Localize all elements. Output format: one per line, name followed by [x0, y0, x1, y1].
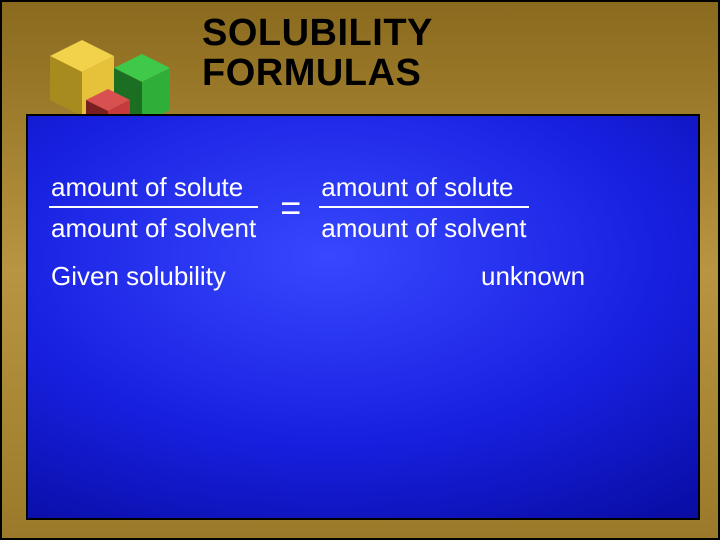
label-given-solubility: Given solubility — [51, 261, 341, 292]
right-numerator: amount of solute — [319, 171, 528, 204]
title-line-1: SOLUBILITY — [202, 14, 433, 54]
right-denominator: amount of solvent — [319, 212, 528, 245]
title-line-2: FORMULAS — [202, 54, 433, 94]
right-fraction-line — [319, 206, 528, 208]
slide-outer-frame: SOLUBILITY FORMULAS — [0, 0, 720, 540]
left-denominator: amount of solvent — [49, 212, 258, 245]
equals-sign: = — [258, 187, 319, 229]
fraction-left: amount of solute amount of solvent — [49, 171, 258, 244]
label-unknown: unknown — [481, 261, 585, 292]
slide-gold-background: SOLUBILITY FORMULAS — [2, 2, 718, 538]
left-numerator: amount of solute — [49, 171, 258, 204]
left-fraction-line — [49, 206, 258, 208]
slide-title: SOLUBILITY FORMULAS — [202, 14, 433, 94]
labels-row: Given solubility unknown — [51, 261, 675, 292]
fraction-right: amount of solute amount of solvent — [319, 171, 528, 244]
content-panel: amount of solute amount of solvent = amo… — [26, 114, 700, 520]
formula-row: amount of solute amount of solvent = amo… — [49, 171, 677, 244]
